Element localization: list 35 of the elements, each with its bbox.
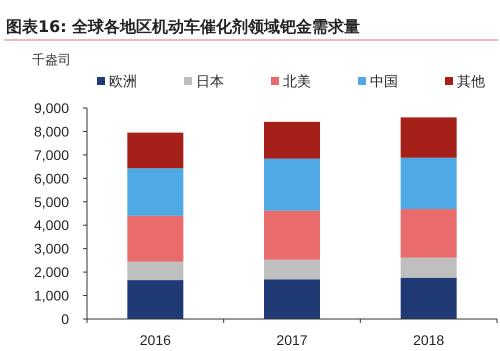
y-tick-label: 8,000 xyxy=(34,123,70,140)
legend-label: 北美 xyxy=(283,74,311,90)
bar xyxy=(127,132,184,168)
bar xyxy=(400,209,457,258)
bar xyxy=(400,158,457,210)
bar xyxy=(127,280,184,319)
legend-label: 中国 xyxy=(370,74,398,90)
legend-label: 日本 xyxy=(196,74,224,90)
bar xyxy=(264,279,320,319)
legend-label: 其他 xyxy=(457,74,485,90)
legend-label: 欧洲 xyxy=(109,74,137,90)
bar xyxy=(127,168,184,216)
bar xyxy=(264,260,320,280)
x-tick-label: 2016 xyxy=(140,332,172,348)
bar xyxy=(400,278,457,319)
bar xyxy=(264,210,320,260)
y-tick-label: 2,000 xyxy=(34,264,70,280)
bar xyxy=(400,258,457,278)
y-tick-label: 6,000 xyxy=(34,170,70,186)
y-tick-label: 1,000 xyxy=(34,288,70,304)
y-tick-label: 0 xyxy=(61,311,70,327)
y-tick-label: 4,000 xyxy=(34,217,70,234)
bar xyxy=(400,117,457,158)
bar xyxy=(264,122,320,159)
y-tick-label: 9,000 xyxy=(34,100,70,116)
bar xyxy=(127,216,184,262)
bar xyxy=(264,158,320,211)
x-tick-label: 2017 xyxy=(276,332,308,348)
chart-title: 图表16: 全球各地区机动车催化剂领域钯金需求量 xyxy=(6,17,360,36)
x-tick-label: 2018 xyxy=(413,332,444,348)
bar xyxy=(127,262,184,280)
y-axis-title: 千盎司 xyxy=(32,53,71,68)
y-tick-label: 3,000 xyxy=(34,240,70,257)
y-tick-label: 7,000 xyxy=(34,146,70,163)
y-tick-label: 5,000 xyxy=(34,194,70,210)
